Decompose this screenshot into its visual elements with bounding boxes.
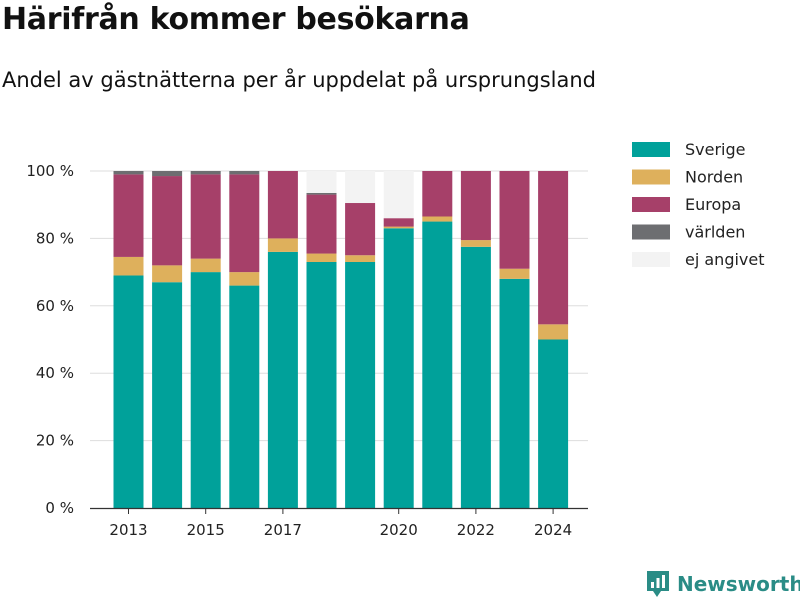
bar-segment: [499, 171, 530, 269]
bar-segment: [383, 218, 414, 227]
legend-swatch: [632, 142, 670, 157]
legend-label: Norden: [685, 168, 743, 187]
legend-label: Sverige: [685, 140, 746, 159]
bar-segment: [229, 272, 260, 286]
bar-segment: [306, 253, 337, 262]
bar-segment: [306, 261, 337, 508]
bar-segment: [229, 171, 260, 175]
bar-segment: [422, 221, 453, 509]
x-tick-label: 2022: [457, 521, 495, 539]
bar-segment: [422, 171, 453, 217]
bar-segment: [152, 265, 183, 283]
y-tick-label: 80 %: [36, 229, 74, 247]
legend-label: världen: [685, 223, 745, 242]
bar-segment: [113, 171, 144, 175]
bars-layer: [113, 171, 569, 509]
legend-label: ej angivet: [685, 250, 765, 269]
y-tick-label: 0 %: [45, 499, 74, 517]
bar-segment: [460, 246, 491, 508]
legend-swatch: [632, 252, 670, 267]
bar-segment: [383, 171, 414, 219]
bar-segment: [345, 203, 376, 256]
bar-segment: [229, 174, 260, 273]
x-tick-label: 2017: [264, 521, 302, 539]
bar-segment: [345, 255, 376, 262]
brand-logo: Newsworthy: [645, 569, 800, 599]
legend: Sverige Norden Europa världen ej angivet: [632, 140, 765, 269]
bar-segment: [190, 272, 221, 508]
bar-segment: [460, 240, 491, 247]
bar-segment: [306, 171, 337, 193]
bar-segment: [499, 268, 530, 279]
legend-swatch: [632, 197, 670, 212]
y-tick-label: 100 %: [26, 162, 74, 180]
bar-segment: [267, 251, 298, 508]
bar-segment: [152, 176, 183, 266]
bar-segment: [422, 216, 453, 222]
bar-segment: [190, 171, 221, 175]
bar-segment: [229, 285, 260, 508]
bar-segment: [538, 339, 569, 508]
bar-segment: [306, 194, 337, 254]
axis-layer: 0 % 20 % 40 % 60 % 80 % 100 % 2013 2015 2017 2020…: [26, 162, 588, 539]
bar-segment: [267, 238, 298, 252]
bar-segment: [383, 226, 414, 229]
bar-segment: [190, 258, 221, 273]
bar-segment: [152, 282, 183, 508]
legend-label: Europa: [685, 195, 741, 214]
bar-segment: [499, 278, 530, 508]
bar-segment: [306, 192, 337, 195]
y-tick-label: 60 %: [36, 297, 74, 315]
newsworthy-logo-icon: [647, 571, 669, 597]
brand-name: Newsworthy: [677, 572, 800, 596]
bar-segment: [538, 171, 569, 325]
chart-title: Härifrån kommer besökarna: [2, 2, 470, 37]
bar-segment: [152, 171, 183, 177]
x-tick-label: 2020: [380, 521, 418, 539]
bar-segment: [113, 174, 144, 257]
legend-swatch: [632, 169, 670, 185]
legend-swatch: [632, 224, 670, 240]
x-tick-label: 2013: [109, 521, 147, 539]
x-tick-label: 2024: [534, 521, 572, 539]
bar-segment: [383, 228, 414, 509]
bar-segment: [345, 261, 376, 508]
bar-segment: [345, 171, 376, 204]
chart-subtitle: Andel av gästnätterna per år uppdelat på…: [2, 68, 596, 92]
bar-segment: [190, 174, 221, 259]
bar-segment: [113, 256, 144, 276]
x-tick-label: 2015: [187, 521, 225, 539]
bar-segment: [460, 171, 491, 241]
y-tick-label: 40 %: [36, 364, 74, 382]
bar-segment: [538, 324, 569, 340]
bar-segment: [113, 275, 144, 508]
bar-segment: [267, 171, 298, 239]
y-tick-label: 20 %: [36, 432, 74, 450]
